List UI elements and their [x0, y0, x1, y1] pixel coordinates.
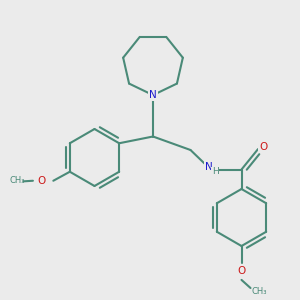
Text: O: O [237, 266, 246, 277]
Text: H: H [212, 167, 218, 176]
Text: CH₃: CH₃ [10, 176, 25, 185]
Text: N: N [149, 90, 157, 100]
Text: O: O [38, 176, 46, 186]
Text: N: N [205, 162, 213, 172]
Text: CH₃: CH₃ [251, 286, 267, 296]
Text: O: O [259, 142, 268, 152]
